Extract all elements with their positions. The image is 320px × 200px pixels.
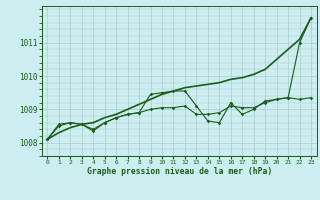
X-axis label: Graphe pression niveau de la mer (hPa): Graphe pression niveau de la mer (hPa) [87,167,272,176]
